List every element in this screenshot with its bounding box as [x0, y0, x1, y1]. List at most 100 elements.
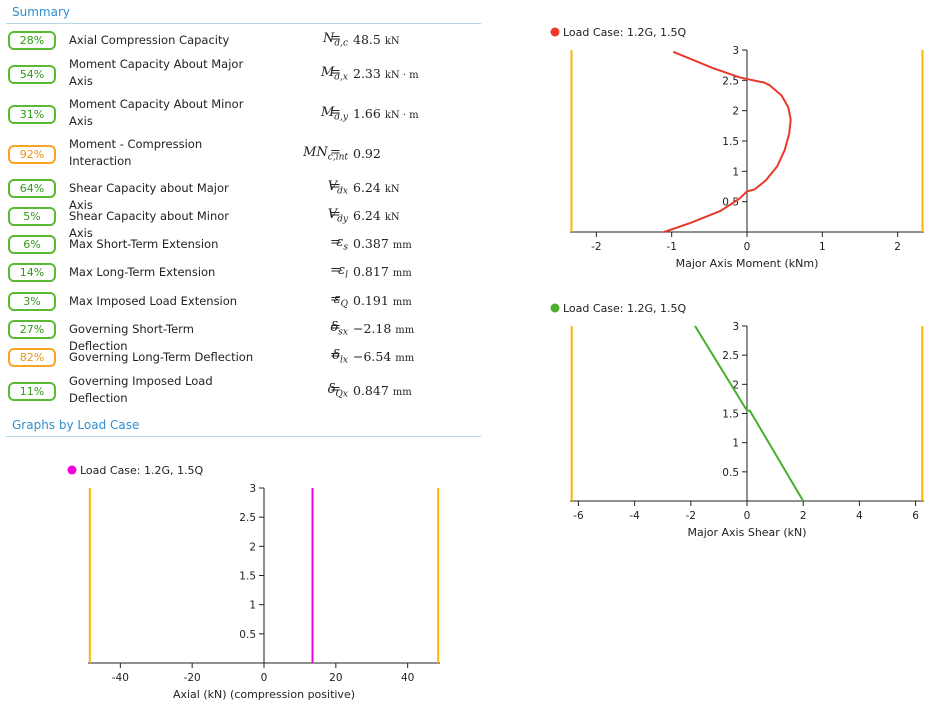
value-number: 0.387: [353, 236, 389, 251]
check-label: Governing Short-Term Deflection: [69, 322, 194, 353]
value-number: −2.18: [353, 321, 392, 336]
check-value: 48.5 kN: [353, 32, 400, 47]
check-symbol: εQ: [270, 292, 348, 310]
x-tick-label: 2: [800, 510, 807, 522]
check-value: −6.54 mm: [353, 349, 414, 364]
check-symbol: δsx: [270, 320, 348, 338]
check-value: −2.18 mm: [353, 321, 414, 336]
y-tick-label: 2: [732, 106, 739, 118]
equals-sign: =: [330, 179, 341, 194]
equals-sign: =: [330, 263, 341, 278]
y-tick-label: 1.5: [722, 409, 739, 421]
utilization-badge[interactable]: 31%: [8, 104, 56, 124]
symbol-subscript: l: [345, 270, 348, 281]
value-unit: kN: [384, 212, 400, 223]
value-number: −6.54: [353, 349, 392, 364]
value-number: 6.24: [353, 208, 381, 223]
utilization-badge[interactable]: 6%: [8, 235, 56, 254]
equals-sign: =: [330, 348, 341, 363]
utilization-badge[interactable]: 5%: [8, 207, 56, 226]
value-unit: mm: [392, 268, 412, 279]
value-number: 0.92: [353, 145, 381, 161]
x-tick-label: -20: [184, 672, 201, 684]
summary-row: 54% Moment Capacity About Major Axis Md,x =…: [8, 57, 478, 91]
value-number: 1.66: [353, 105, 381, 121]
utilization-badge[interactable]: 82%: [8, 348, 56, 367]
x-tick-label: 6: [912, 510, 919, 522]
y-tick-label: 3: [732, 321, 739, 333]
check-value: 1.66 kN · m: [353, 106, 419, 121]
x-tick-label: -4: [629, 510, 640, 522]
y-tick-label: 1.5: [722, 136, 739, 148]
utilization-badge[interactable]: 14%: [8, 263, 56, 282]
symbol-main: δ: [327, 381, 336, 397]
summary-row: 11% Governing Imposed Load Deflection δQx =…: [8, 374, 478, 408]
shear-chart: Load Case: 1.2G, 1.5Q -6 -4 -2 0 2 4 6 0.5 1 1.5 2 2…: [550, 302, 924, 539]
summary-row: 92% Moment - Compression Interaction MNc,i…: [8, 137, 478, 171]
series-line: [694, 325, 805, 502]
value-unit: mm: [395, 325, 415, 336]
symbol-main: N: [322, 31, 335, 46]
equals-sign: =: [330, 64, 341, 80]
value-number: 0.847: [353, 382, 389, 398]
x-tick-label: 4: [856, 510, 863, 522]
value-number: 6.24: [353, 180, 381, 195]
y-tick-label: 1.5: [239, 571, 256, 583]
value-unit: kN · m: [384, 69, 419, 81]
value-unit: mm: [392, 297, 412, 308]
x-tick-label: 40: [401, 672, 414, 684]
value-unit: mm: [392, 386, 412, 398]
summary-row: 27% Governing Short-Term Deflection δsx = −2…: [8, 320, 478, 353]
equals-sign: =: [330, 104, 341, 120]
utilization-badge[interactable]: 27%: [8, 320, 56, 339]
y-tick-label: 2.5: [722, 350, 739, 362]
y-tick-label: 2: [732, 379, 739, 391]
equals-sign: =: [330, 207, 341, 222]
check-symbol: Vdy: [270, 207, 348, 225]
symbol-main: ε: [338, 263, 346, 278]
x-tick-label: 1: [819, 241, 826, 253]
y-tick-label: 0.5: [239, 629, 256, 641]
y-tick-label: 1: [732, 438, 739, 450]
equals-sign: =: [330, 31, 341, 46]
symbol-subscript: dy: [337, 214, 348, 225]
check-symbol: δQx: [270, 382, 348, 400]
check-label: Moment Capacity About Major Axis: [69, 57, 244, 88]
y-tick-label: 0.5: [722, 467, 739, 479]
utilization-badge[interactable]: 64%: [8, 179, 56, 198]
legend-label: Load Case: 1.2G, 1.5Q: [563, 302, 687, 315]
symbol-main: δ: [332, 348, 341, 363]
utilization-badge[interactable]: 92%: [8, 144, 56, 164]
y-tick-label: 0.5: [722, 197, 739, 209]
summary-row: 82% Governing Long-Term Deflection δlx = −6.…: [8, 348, 478, 367]
utilization-badge[interactable]: 3%: [8, 292, 56, 311]
check-label: Governing Long-Term Deflection: [69, 350, 254, 364]
x-tick-label: -1: [666, 241, 676, 253]
symbol-subscript: d,x: [334, 72, 348, 83]
symbol-subscript: Qx: [335, 389, 348, 400]
check-symbol: Nd,c: [270, 31, 348, 49]
y-tick-label: 3: [249, 483, 256, 495]
check-value: 0.191 mm: [353, 293, 412, 308]
symbol-subscript: sx: [338, 327, 348, 338]
check-symbol: Vdx: [270, 179, 348, 197]
value-number: 0.191: [353, 293, 389, 308]
equals-sign: =: [330, 235, 341, 250]
symbol-subscript: Q: [340, 299, 348, 310]
value-unit: mm: [392, 240, 412, 251]
y-tick-label: 2: [249, 541, 256, 553]
summary-divider: [6, 23, 481, 24]
check-symbol: εs: [270, 235, 348, 253]
legend-label: Load Case: 1.2G, 1.5Q: [80, 464, 204, 477]
summary-row: 31% Moment Capacity About Minor Axis Md,y =…: [8, 97, 478, 131]
value-number: 2.33: [353, 65, 381, 81]
check-label: Shear Capacity about Minor Axis: [69, 209, 230, 240]
y-tick-label: 3: [732, 45, 739, 57]
x-axis-label: Major Axis Shear (kN): [687, 526, 806, 539]
utilization-badge[interactable]: 54%: [8, 64, 56, 84]
utilization-badge[interactable]: 11%: [8, 381, 56, 401]
utilization-badge[interactable]: 28%: [8, 31, 56, 50]
summary-row: 14% Max Long-Term Extension εl = 0.817 mm: [8, 263, 478, 282]
summary-row: 3% Max Imposed Load Extension εQ = 0.191 mm: [8, 292, 478, 311]
check-label: Moment Capacity About Minor Axis: [69, 97, 244, 128]
